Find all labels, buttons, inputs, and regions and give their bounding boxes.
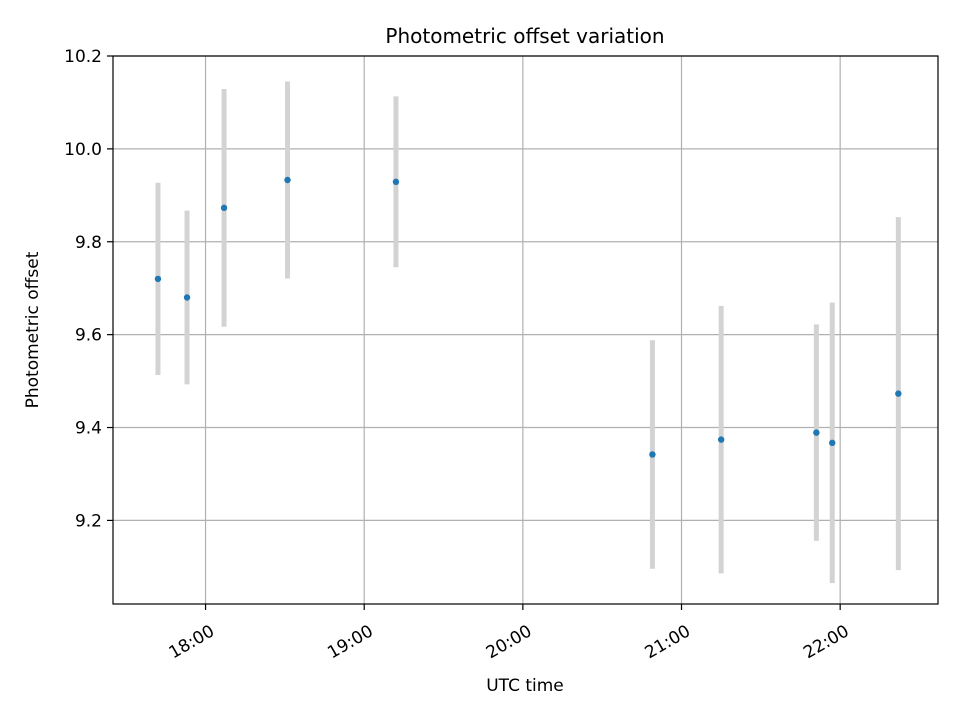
y-tick-label: 9.2 — [75, 511, 102, 531]
data-point — [813, 429, 820, 436]
data-point — [284, 176, 291, 184]
y-tick-label: 9.8 — [75, 233, 102, 253]
x-tick-label: 20:00 — [483, 621, 535, 663]
data-layer — [154, 81, 902, 584]
y-tick-label: 10.2 — [64, 47, 102, 67]
axis-layer: 18:00 19:00 20:00 21:00 22:00 9.2 9.4 9.6 9.8 10.… — [64, 47, 853, 663]
x-tick-label: 18:00 — [166, 621, 218, 663]
x-tick-label: 19:00 — [324, 621, 376, 663]
data-point — [183, 294, 191, 301]
y-tick-label: 9.6 — [75, 326, 102, 346]
data-point — [220, 204, 228, 212]
x-tick-label: 21:00 — [642, 621, 694, 663]
x-axis-label: UTC time — [486, 676, 564, 696]
plot-frame — [112, 55, 939, 605]
y-tick-label: 9.4 — [75, 419, 102, 439]
y-axis-label: Photometric offset — [23, 251, 43, 408]
data-point — [895, 390, 902, 397]
data-point — [717, 436, 725, 443]
data-point — [649, 451, 656, 458]
x-tick-label: 22:00 — [800, 621, 852, 663]
chart-title: Photometric offset variation — [385, 24, 664, 48]
data-point — [154, 275, 162, 283]
data-point — [392, 178, 400, 186]
y-tick-label: 10.0 — [64, 140, 102, 160]
data-point — [829, 439, 836, 447]
